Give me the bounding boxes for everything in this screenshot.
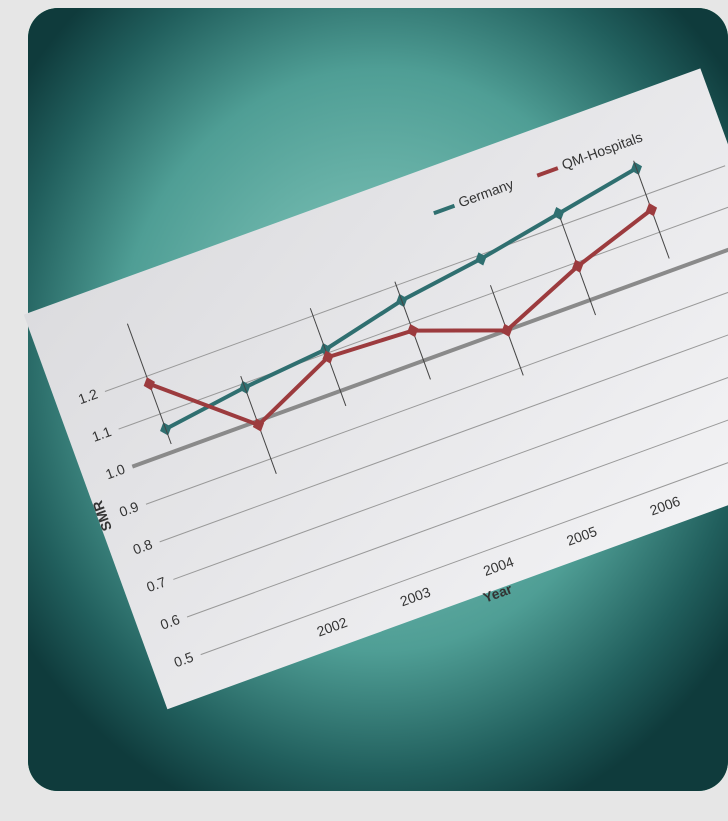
y-tick-label: 0.8 xyxy=(131,536,155,558)
marker xyxy=(645,203,658,217)
y-tick-label: 1.0 xyxy=(103,461,127,483)
grid-line xyxy=(200,428,728,656)
grid-line xyxy=(118,202,728,430)
chart: SMR Year 0.50.60.70.80.91.01.11.22002200… xyxy=(23,68,728,710)
marker xyxy=(322,350,334,364)
marker xyxy=(501,323,513,337)
grid-line xyxy=(131,239,728,469)
grid-line xyxy=(159,315,728,543)
chart-panel xyxy=(23,68,728,710)
marker xyxy=(252,418,265,432)
y-tick-label: 0.5 xyxy=(172,649,196,671)
marker xyxy=(407,323,419,338)
marker xyxy=(552,207,565,221)
grid-line xyxy=(186,390,728,618)
marker xyxy=(572,259,584,273)
y-tick-label: 0.6 xyxy=(158,611,182,633)
marker xyxy=(143,377,155,391)
grid-line xyxy=(173,353,728,580)
y-tick-label: 0.9 xyxy=(117,498,141,520)
y-tick-label: 1.1 xyxy=(90,423,114,445)
y-tick-label: 1.2 xyxy=(76,385,100,407)
marker xyxy=(475,252,487,266)
y-tick-label: 0.7 xyxy=(144,573,168,595)
grid-line xyxy=(104,165,726,392)
grid-line xyxy=(145,278,728,505)
legend-swatch xyxy=(433,203,456,216)
legend-swatch xyxy=(536,166,559,178)
